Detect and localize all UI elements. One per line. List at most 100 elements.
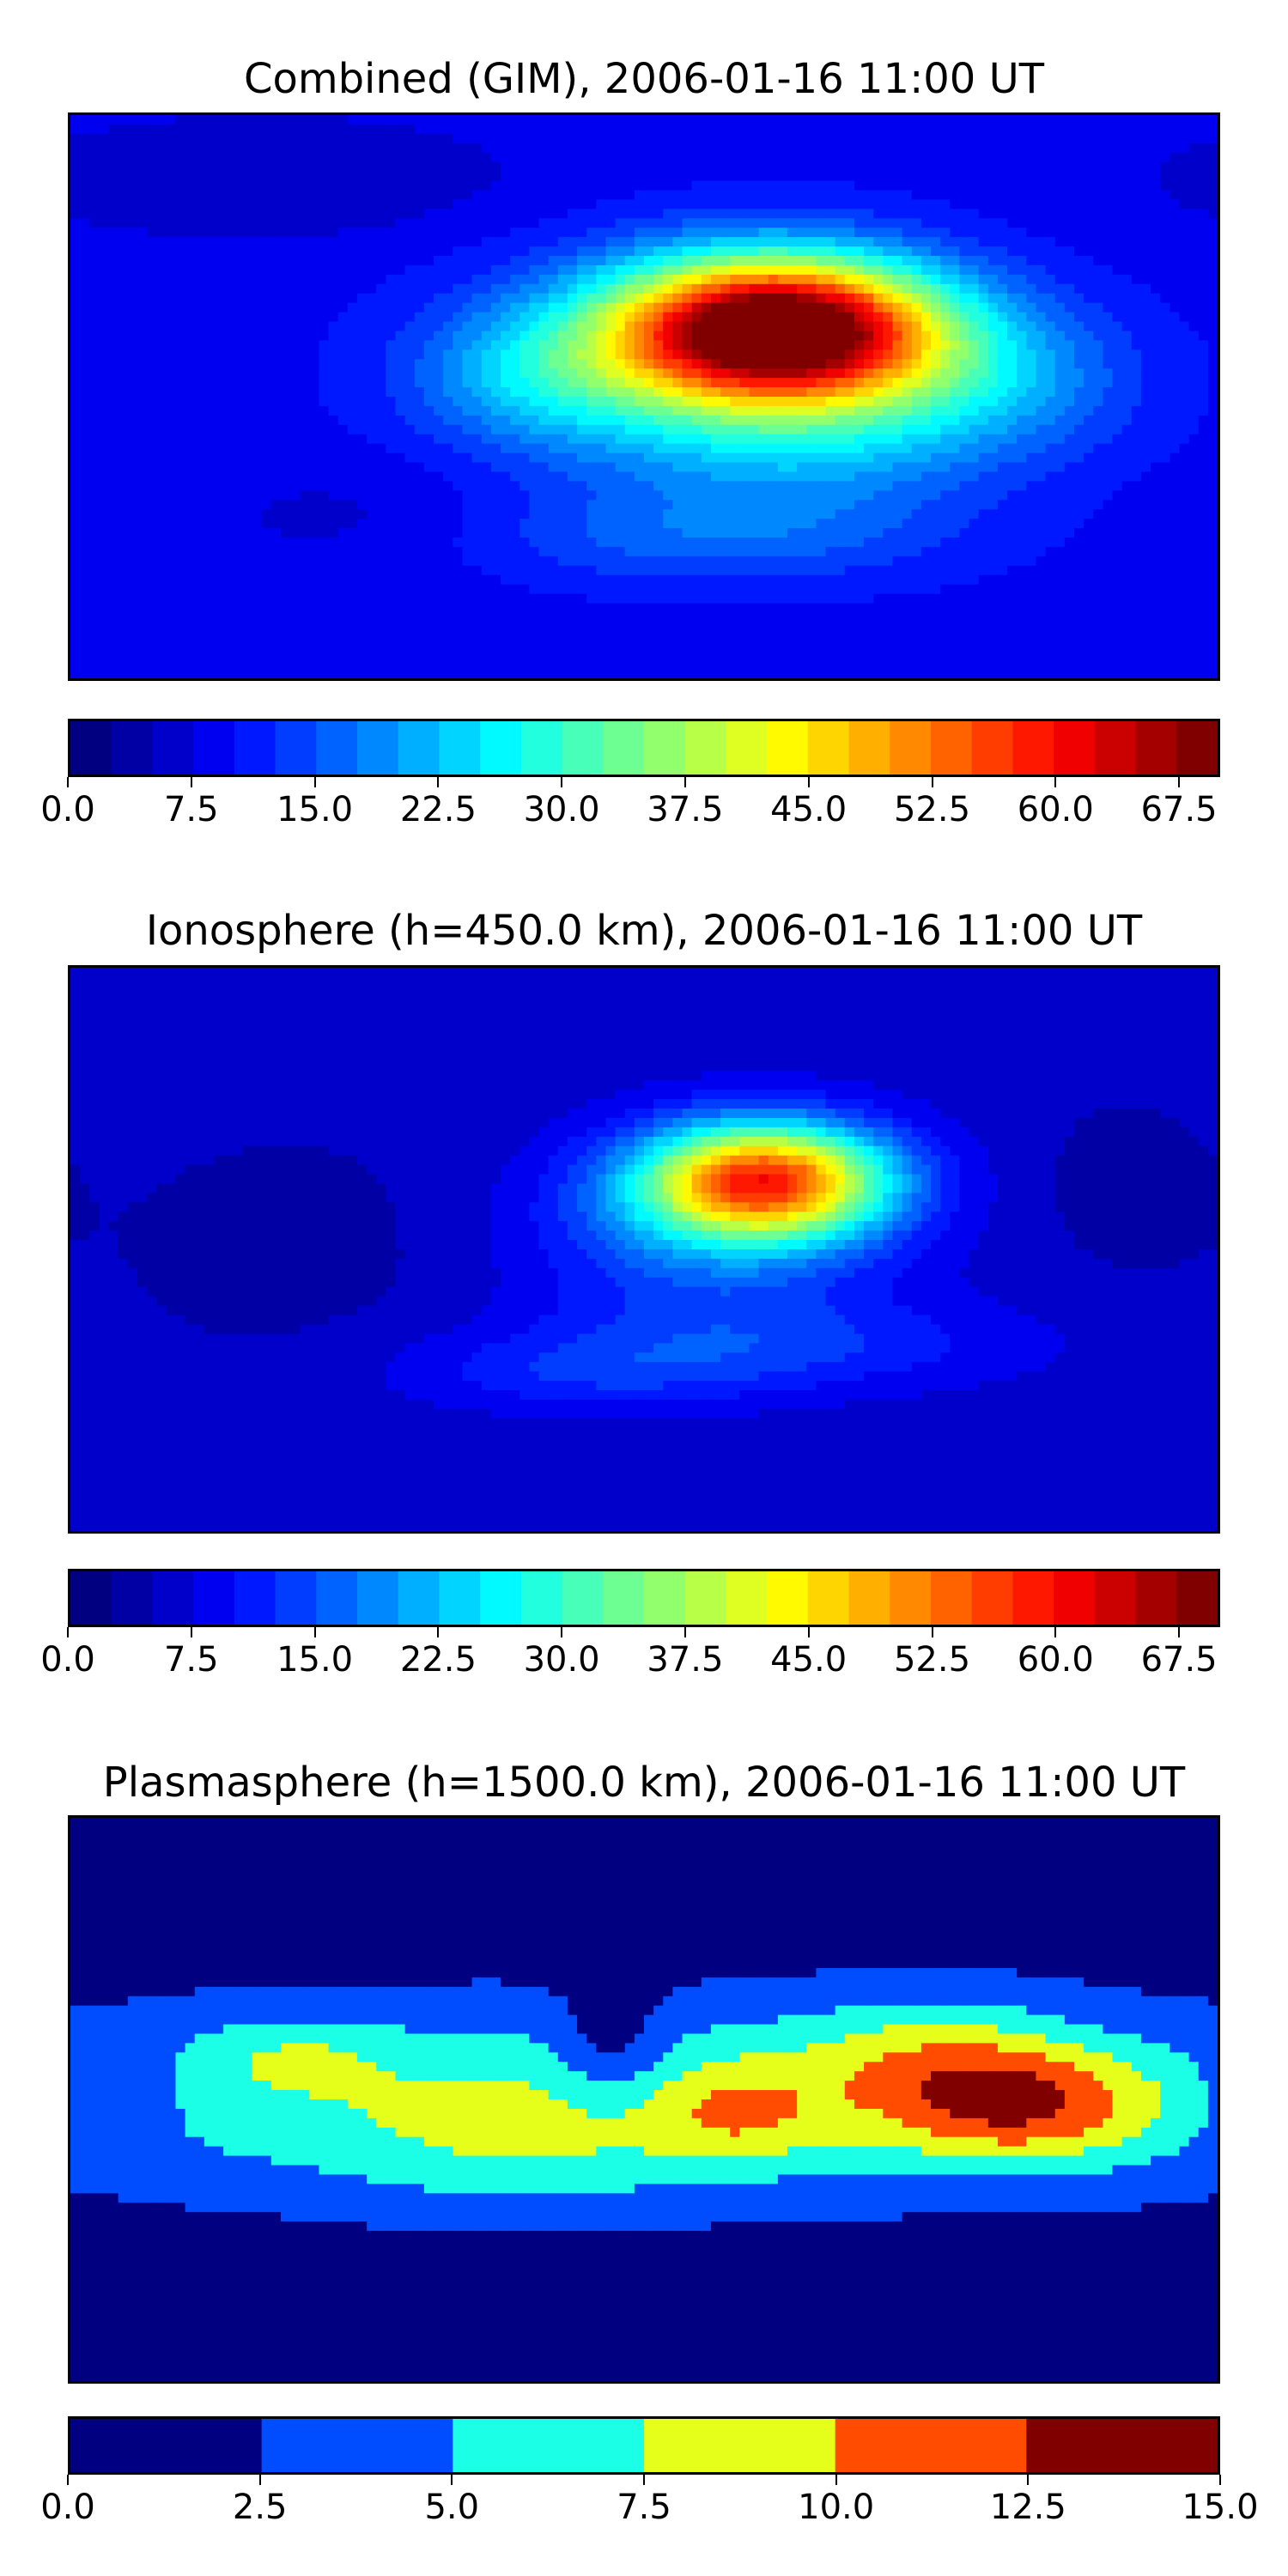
map-cell (844, 180, 855, 191)
map-cell (89, 274, 100, 285)
map-cell (634, 387, 645, 398)
map-cell (940, 190, 951, 200)
map-cell (864, 161, 874, 173)
map-cell (911, 462, 922, 473)
map-cell (797, 302, 807, 313)
map-cell (1074, 115, 1084, 125)
map-cell (510, 471, 520, 482)
map-cell (1188, 237, 1200, 247)
map-cell (1054, 218, 1066, 228)
map-cell (969, 443, 980, 454)
map-cell (434, 228, 444, 238)
map-cell (529, 228, 540, 238)
map-cell (481, 246, 492, 257)
map-cell (529, 500, 540, 510)
map-cell (108, 434, 119, 445)
map-cell (730, 312, 740, 323)
map-cell (1121, 161, 1133, 173)
map-cell (481, 312, 492, 323)
map-cell (501, 481, 511, 491)
map-cell (1151, 228, 1161, 238)
map-cell (1140, 190, 1151, 200)
map-cell (758, 133, 769, 144)
map-cell (672, 143, 683, 154)
map-cell (883, 321, 894, 332)
map-cell (481, 283, 492, 295)
map-cell (835, 274, 846, 285)
map-cell (185, 199, 196, 210)
map-cell (940, 124, 951, 135)
map-cell (147, 434, 157, 445)
map-cell (787, 490, 798, 501)
map-cell (768, 415, 779, 426)
map-cell (1170, 321, 1181, 332)
map-cell (1017, 481, 1027, 491)
map-cell (682, 349, 693, 360)
map-cell (1026, 321, 1037, 332)
map-cell (777, 302, 788, 313)
map-cell (347, 228, 358, 238)
map-cell (233, 133, 243, 144)
map-cell (797, 312, 807, 323)
map-cell (777, 481, 788, 491)
map-cell (490, 180, 501, 191)
map-cell (615, 180, 626, 191)
map-cell (80, 434, 90, 445)
map-cell (1074, 359, 1084, 369)
map-cell (624, 434, 635, 445)
map-cell (501, 443, 511, 454)
map-cell (777, 397, 788, 407)
map-cell (434, 180, 444, 191)
map-cell (720, 293, 731, 304)
map-cell (701, 190, 712, 200)
map-cell (137, 293, 148, 304)
map-cell (873, 405, 884, 416)
map-cell (1131, 387, 1142, 398)
map-cell (577, 481, 587, 491)
map-cell (1207, 124, 1218, 135)
map-cell (644, 387, 654, 398)
map-cell (1121, 209, 1133, 219)
map-cell (892, 264, 903, 276)
map-cell (1074, 405, 1084, 416)
map-cell (548, 180, 559, 191)
map-cell (434, 293, 444, 304)
map-cell (328, 397, 339, 407)
map-cell (1064, 443, 1075, 454)
map-cell (940, 349, 951, 360)
map-cell (347, 481, 358, 491)
map-cell (319, 218, 330, 228)
map-cell (1036, 115, 1047, 125)
map-cell (701, 133, 712, 144)
map-cell (453, 490, 464, 501)
map-cell (501, 405, 511, 416)
map-cell (1007, 302, 1018, 313)
map-cell (519, 209, 530, 219)
map-cell (1131, 143, 1142, 154)
map-cell (931, 359, 941, 369)
map-cell (644, 209, 654, 219)
map-cell (204, 471, 215, 482)
map-cell (462, 368, 473, 379)
map-cell (749, 340, 760, 350)
map-cell (1074, 424, 1084, 435)
map-cell (624, 237, 635, 247)
map-cell (1103, 293, 1114, 304)
map-cell (730, 218, 740, 228)
map-cell (548, 368, 559, 379)
map-cell (672, 133, 683, 144)
map-cell (720, 424, 731, 435)
map-cell (300, 481, 310, 491)
map-cell (653, 387, 664, 398)
map-cell (89, 171, 100, 182)
map-cell (471, 246, 483, 257)
map-cell (70, 349, 81, 360)
map-cell (1188, 209, 1200, 219)
map-cell (386, 237, 397, 247)
map-cell (987, 331, 999, 341)
map-cell (586, 246, 597, 257)
map-cell (663, 293, 673, 304)
map-cell (1121, 368, 1133, 379)
map-cell (749, 143, 760, 154)
map-cell (1207, 340, 1218, 350)
